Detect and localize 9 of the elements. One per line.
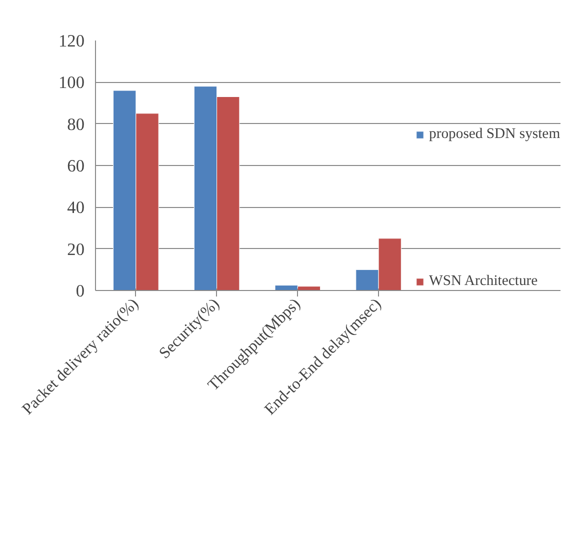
legend-label: proposed SDN system bbox=[429, 126, 560, 143]
legend-label: WSN Architecture bbox=[429, 273, 538, 290]
y-tick-label: 0 bbox=[76, 282, 85, 300]
y-tick-label: 100 bbox=[58, 73, 85, 92]
y-tick-label: 40 bbox=[67, 198, 84, 218]
y-tick-label: 120 bbox=[58, 32, 85, 50]
y-tick-label: 60 bbox=[67, 156, 84, 176]
y-tick-label: 20 bbox=[67, 240, 84, 259]
y-tick-label: 80 bbox=[67, 114, 84, 134]
